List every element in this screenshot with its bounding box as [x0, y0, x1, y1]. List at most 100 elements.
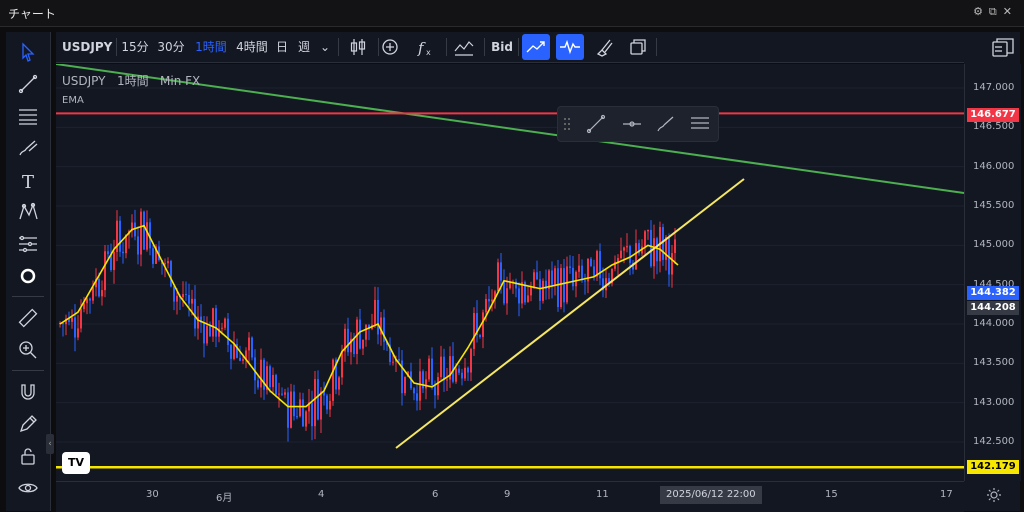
y-tick-7: 143.500	[973, 357, 1015, 369]
compare-icon[interactable]	[450, 34, 478, 60]
symbol-button[interactable]: USDJPY	[62, 40, 113, 54]
fib-tool-icon[interactable]	[16, 104, 40, 128]
candle-body	[353, 338, 355, 354]
candle-body	[425, 379, 427, 389]
candle-body	[257, 380, 259, 388]
collapse-toolbar-handle[interactable]: ‹	[46, 434, 54, 454]
interval-1h[interactable]: 1時間	[195, 40, 227, 54]
float-brush-icon[interactable]	[654, 112, 678, 136]
candle-body	[488, 298, 490, 302]
settings-gear-icon[interactable]	[986, 487, 1002, 503]
candle-body	[290, 391, 292, 428]
candle-body	[239, 357, 241, 361]
circle-tool-icon[interactable]	[16, 264, 40, 288]
price-axis[interactable]: 147.000 146.500 146.000 145.500 145.000 144.5…	[964, 64, 1021, 481]
svg-text:T: T	[22, 172, 34, 192]
candle-body	[443, 356, 445, 381]
legend-indicator[interactable]: EMA	[62, 95, 84, 106]
measure-tool-icon[interactable]	[16, 232, 40, 256]
interval-15m[interactable]: 15分	[121, 40, 149, 54]
candle-body	[572, 267, 574, 287]
candle-body	[515, 281, 517, 289]
add-indicator-icon[interactable]	[376, 34, 404, 60]
candle-body	[404, 376, 406, 394]
candle-body	[359, 319, 361, 349]
interval-week[interactable]: 週	[297, 40, 310, 54]
candle-body	[620, 250, 622, 259]
ema-price-label: 144.208	[967, 301, 1019, 315]
price-plot[interactable]	[55, 63, 965, 481]
chevron-down-icon[interactable]: ⌄	[319, 40, 331, 54]
candle-body	[170, 261, 172, 287]
candle-body	[341, 351, 343, 378]
y-tick-4: 145.000	[973, 239, 1015, 251]
pattern-tool-icon[interactable]	[16, 200, 40, 224]
candle-body	[158, 246, 160, 261]
price-side-button[interactable]: Bid	[491, 40, 513, 54]
cursor-icon[interactable]	[16, 40, 40, 64]
candle-body	[251, 337, 253, 358]
candle-body	[221, 327, 223, 329]
right-top-panel	[964, 32, 1020, 64]
candle-body	[545, 280, 547, 289]
candle-body	[149, 222, 151, 249]
candle-body	[644, 231, 646, 247]
candle-body	[281, 393, 283, 395]
float-hline-icon[interactable]	[620, 112, 644, 136]
draw-mode-icon[interactable]	[16, 412, 40, 436]
candle-body	[380, 317, 382, 335]
window-controls[interactable]: ⚙⧉✕	[973, 5, 1018, 18]
candle-body	[212, 308, 214, 337]
pulse-icon[interactable]	[556, 34, 584, 60]
brush-tool-icon[interactable]	[16, 136, 40, 160]
candle-body	[131, 222, 133, 231]
text-tool-icon[interactable]: T	[16, 168, 40, 192]
ruler-icon[interactable]	[16, 306, 40, 330]
float-trendline-icon[interactable]	[584, 112, 608, 136]
candle-body	[227, 318, 229, 345]
candle-body	[614, 261, 616, 269]
candle-body	[152, 248, 154, 264]
chart-pane[interactable]	[55, 63, 965, 481]
x-tick-4: 9	[504, 489, 511, 500]
candle-body	[524, 282, 526, 303]
candle-body	[413, 388, 415, 394]
candle-body	[299, 399, 301, 417]
time-axis[interactable]: 30 6月 4 6 9 11 2025/06/12 22:00 15 17	[56, 481, 964, 512]
candle-body	[140, 211, 142, 255]
y-tick-9: 142.500	[973, 436, 1015, 447]
trend-tool-icon[interactable]	[522, 34, 550, 60]
candle-body	[320, 391, 322, 420]
candle-body	[665, 236, 667, 260]
drawing-toolbar: T ‹	[6, 32, 54, 511]
brush-icon[interactable]	[590, 34, 618, 60]
candle-body	[83, 303, 85, 309]
candle-body	[635, 243, 637, 270]
candle-body	[383, 317, 385, 342]
candle-body	[200, 316, 202, 323]
candles-icon[interactable]	[344, 34, 372, 60]
eye-icon[interactable]	[16, 476, 40, 500]
zoom-in-icon[interactable]	[16, 338, 40, 362]
magnet-icon[interactable]	[16, 380, 40, 404]
layout-icon[interactable]	[624, 34, 652, 60]
candle-body	[662, 226, 664, 260]
y-tick-2: 146.000	[973, 160, 1015, 172]
candle-body	[494, 291, 496, 300]
candle-body	[566, 266, 568, 303]
candle-body	[464, 367, 466, 379]
interval-day[interactable]: 日	[275, 40, 288, 54]
lock-icon[interactable]	[16, 444, 40, 468]
candle-body	[470, 348, 472, 373]
candle-body	[101, 290, 103, 297]
candle-body	[284, 392, 286, 395]
trendline-tool-icon[interactable]	[16, 72, 40, 96]
x-tick-0: 30	[146, 489, 159, 500]
interval-30m[interactable]: 30分	[157, 40, 185, 54]
interval-4h[interactable]: 4時間	[236, 40, 268, 54]
drag-handle-icon[interactable]	[562, 114, 572, 134]
panel-toggle-icon[interactable]	[990, 36, 1016, 60]
float-fib-icon[interactable]	[688, 112, 712, 136]
